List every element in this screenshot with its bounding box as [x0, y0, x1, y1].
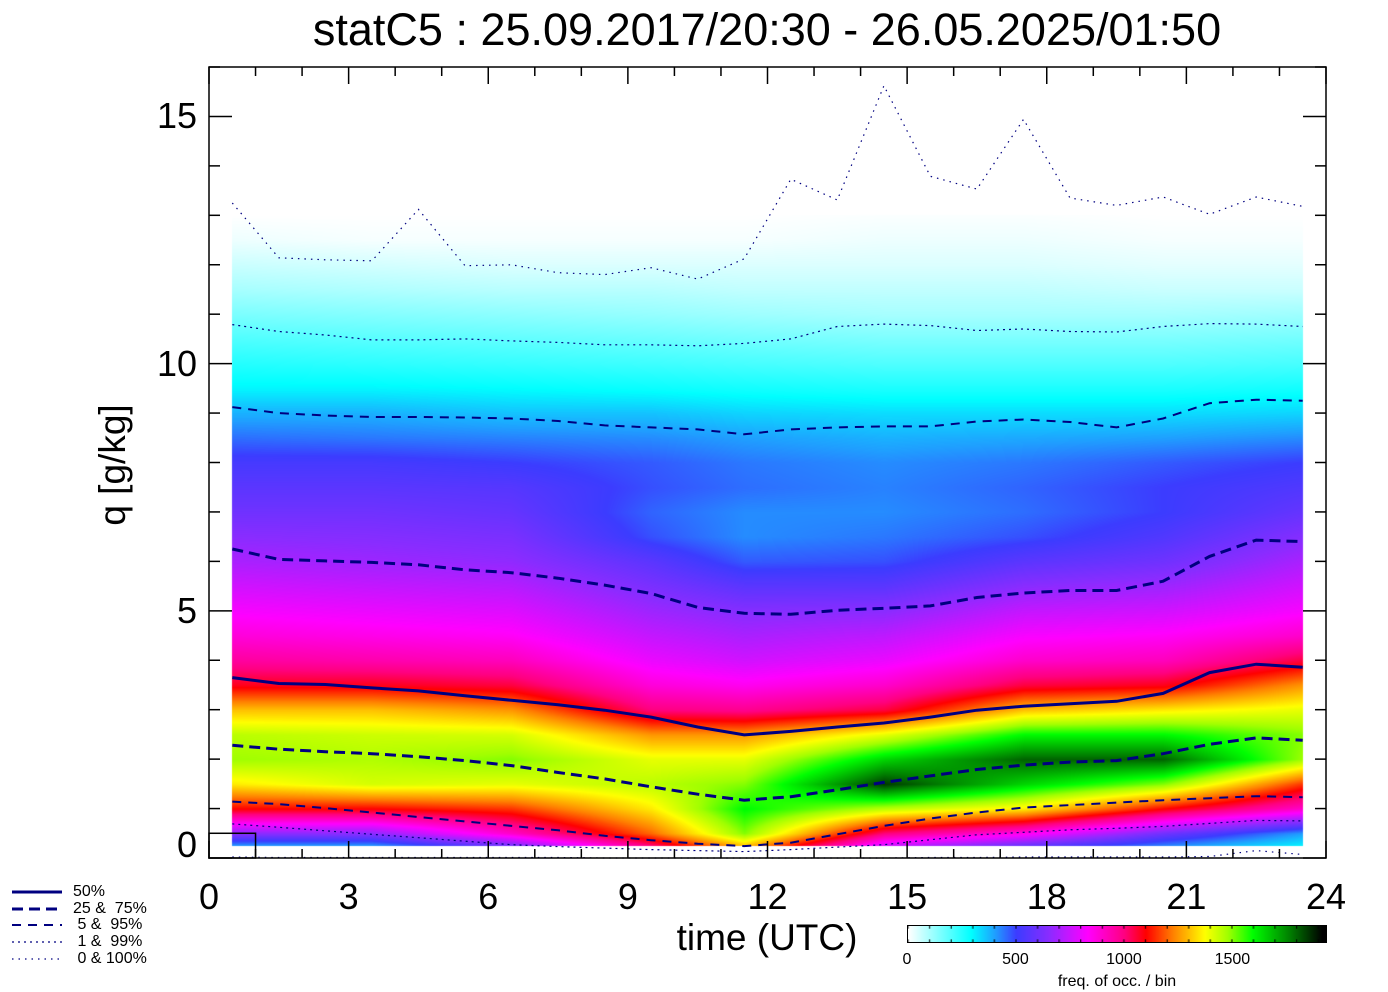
- colorbar-label: freq. of occ. / bin: [1057, 973, 1177, 990]
- x-tick-label: 24: [1305, 876, 1347, 917]
- legend-label: 1 & 99%: [73, 933, 143, 951]
- colorbar-tick-label: 1000: [1106, 951, 1142, 968]
- percentile-line-5pct: [232, 795, 1303, 848]
- percentile-line-25pct: [232, 736, 1303, 802]
- first-bin-box: [208, 832, 257, 859]
- percentile-line-50pct: [232, 662, 1303, 737]
- legend-label: 5 & 95%: [73, 916, 143, 934]
- legend-item: 0 & 100%: [10, 949, 170, 968]
- legend: 50% 25 & 75% 5 & 95% 1 & 99% 0 & 100%: [10, 884, 170, 967]
- x-tick-label: 0: [198, 876, 220, 917]
- x-tick-label: 3: [338, 876, 359, 917]
- legend-item: 25 & 75%: [10, 899, 170, 918]
- x-tick-label: 15: [887, 876, 928, 917]
- colorbar: [907, 925, 1327, 943]
- colorbar-tick-label: 500: [1002, 951, 1029, 968]
- legend-item: 50%: [10, 884, 170, 901]
- percentile-line-95pct: [232, 398, 1303, 436]
- percentile-line-1pct: [232, 819, 1303, 853]
- plot-frame: [208, 66, 1327, 859]
- percentile-line-99pct: [232, 322, 1303, 347]
- x-tick-label: 9: [617, 876, 638, 917]
- y-tick-label: 15: [156, 95, 197, 137]
- x-tick-label: 18: [1026, 876, 1067, 917]
- x-tick-label: 6: [478, 876, 499, 917]
- legend-item: 5 & 95%: [10, 917, 170, 934]
- percentile-line-100pct: [231, 84, 1303, 280]
- legend-label: 25 & 75%: [73, 899, 147, 917]
- colorbar-tick-label: 1500: [1214, 951, 1251, 968]
- y-tick-label: 10: [156, 342, 197, 384]
- x-axis-label: time (UTC): [676, 917, 858, 958]
- percentile-line-0pct: [232, 849, 1303, 859]
- y-tick-label: 0: [176, 824, 197, 865]
- chart-title: statC5 : 25.09.2017/20:30 - 26.05.2025/0…: [312, 4, 1222, 55]
- x-tick-label: 21: [1166, 876, 1207, 917]
- x-tick-label: 12: [747, 876, 788, 917]
- y-axis-label: q [g/kg]: [92, 404, 133, 526]
- y-tick-label: 5: [176, 589, 197, 631]
- colorbar-tick-label: 0: [902, 951, 912, 968]
- legend-label: 50%: [73, 883, 106, 900]
- legend-label: 0 & 100%: [73, 949, 147, 967]
- percentile-line-75pct: [231, 538, 1303, 616]
- legend-item: 1 & 99%: [10, 934, 170, 951]
